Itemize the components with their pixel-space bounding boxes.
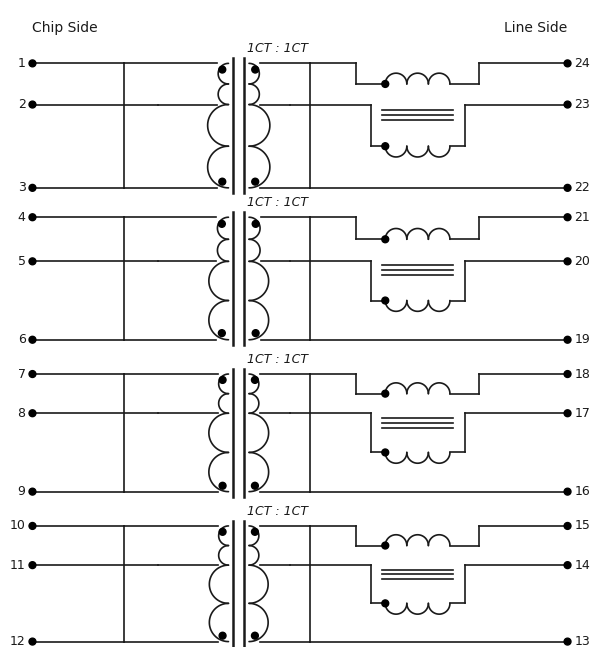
Circle shape xyxy=(219,179,226,185)
Text: 24: 24 xyxy=(574,57,590,70)
Text: 15: 15 xyxy=(574,519,590,532)
Text: 5: 5 xyxy=(17,255,26,268)
Circle shape xyxy=(252,66,259,73)
Circle shape xyxy=(252,220,259,228)
Circle shape xyxy=(564,410,571,417)
Circle shape xyxy=(382,236,389,243)
Circle shape xyxy=(382,143,389,150)
Circle shape xyxy=(382,390,389,397)
Circle shape xyxy=(219,528,226,535)
Text: 3: 3 xyxy=(18,181,26,194)
Circle shape xyxy=(218,220,225,228)
Text: 1CT : 1CT: 1CT : 1CT xyxy=(247,196,308,209)
Text: 11: 11 xyxy=(10,559,26,572)
Text: 18: 18 xyxy=(574,368,590,381)
Circle shape xyxy=(252,179,259,185)
Text: 20: 20 xyxy=(574,255,590,268)
Text: 22: 22 xyxy=(574,181,590,194)
Text: 1CT : 1CT: 1CT : 1CT xyxy=(247,505,308,518)
Text: 4: 4 xyxy=(18,211,26,224)
Text: 12: 12 xyxy=(10,635,26,648)
Text: Chip Side: Chip Side xyxy=(32,21,98,35)
Circle shape xyxy=(564,101,571,108)
Circle shape xyxy=(29,562,36,568)
Circle shape xyxy=(29,184,36,191)
Circle shape xyxy=(382,80,389,88)
Circle shape xyxy=(29,101,36,108)
Text: 6: 6 xyxy=(18,334,26,346)
Circle shape xyxy=(29,258,36,265)
Circle shape xyxy=(29,410,36,417)
Circle shape xyxy=(251,632,259,639)
Circle shape xyxy=(29,60,36,67)
Circle shape xyxy=(219,483,226,489)
Circle shape xyxy=(29,638,36,645)
Circle shape xyxy=(29,488,36,495)
Text: Line Side: Line Side xyxy=(504,21,568,35)
Circle shape xyxy=(564,258,571,265)
Circle shape xyxy=(252,330,259,337)
Text: 9: 9 xyxy=(18,485,26,498)
Text: 1: 1 xyxy=(18,57,26,70)
Circle shape xyxy=(382,542,389,549)
Circle shape xyxy=(29,371,36,377)
Text: 16: 16 xyxy=(574,485,590,498)
Circle shape xyxy=(564,371,571,377)
Text: 7: 7 xyxy=(17,368,26,381)
Text: 10: 10 xyxy=(10,519,26,532)
Text: 1CT : 1CT: 1CT : 1CT xyxy=(247,42,308,55)
Text: 2: 2 xyxy=(18,98,26,111)
Circle shape xyxy=(564,523,571,529)
Circle shape xyxy=(564,214,571,220)
Text: 23: 23 xyxy=(574,98,590,111)
Circle shape xyxy=(564,488,571,495)
Circle shape xyxy=(251,377,259,383)
Circle shape xyxy=(564,562,571,568)
Circle shape xyxy=(219,66,226,73)
Text: 19: 19 xyxy=(574,334,590,346)
Circle shape xyxy=(29,214,36,220)
Circle shape xyxy=(29,336,36,343)
Text: 1CT : 1CT: 1CT : 1CT xyxy=(247,353,308,366)
Text: 14: 14 xyxy=(574,559,590,572)
Circle shape xyxy=(564,336,571,343)
Circle shape xyxy=(251,483,259,489)
Text: 17: 17 xyxy=(574,407,590,420)
Circle shape xyxy=(219,632,226,639)
Circle shape xyxy=(218,330,225,337)
Text: 8: 8 xyxy=(17,407,26,420)
Circle shape xyxy=(251,528,259,535)
Text: 21: 21 xyxy=(574,211,590,224)
Circle shape xyxy=(29,523,36,529)
Circle shape xyxy=(382,600,389,607)
Circle shape xyxy=(564,638,571,645)
Circle shape xyxy=(219,377,226,383)
Circle shape xyxy=(382,297,389,304)
Circle shape xyxy=(382,449,389,456)
Circle shape xyxy=(564,184,571,191)
Circle shape xyxy=(564,60,571,67)
Text: 13: 13 xyxy=(574,635,590,648)
